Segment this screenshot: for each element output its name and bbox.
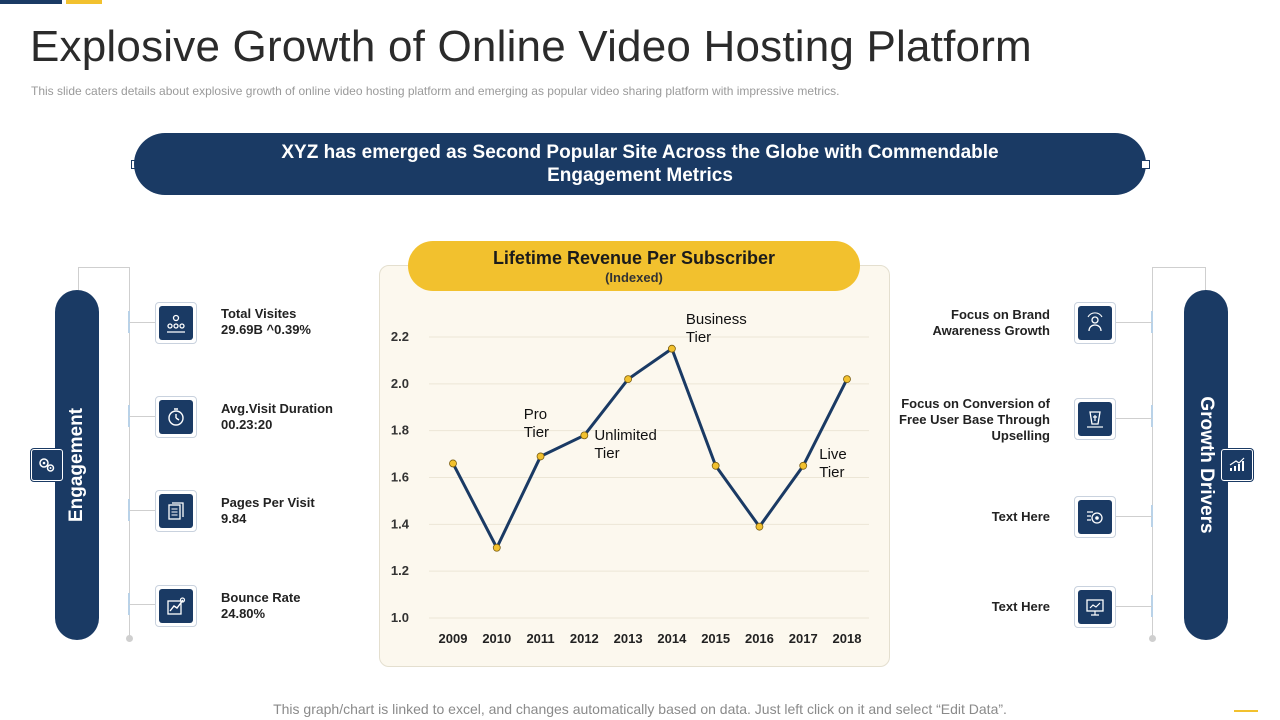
- drivers-branch: [1116, 606, 1152, 607]
- data-point: [624, 375, 633, 384]
- conversion-icon: [1074, 398, 1116, 440]
- y-tick-label: 1.6: [391, 470, 409, 485]
- bounce-rate-label: Bounce Rate: [221, 590, 301, 605]
- data-point: [711, 461, 720, 470]
- visit-duration-label: Avg.Visit Duration: [221, 401, 333, 416]
- bounce-rate-value: 24.80%: [221, 606, 266, 621]
- annotation-label: Live: [819, 446, 847, 463]
- data-point: [799, 461, 808, 470]
- banner-text: XYZ has emerged as Second Popular Site A…: [281, 142, 999, 186]
- data-point: [492, 543, 501, 552]
- brand-awareness-icon: [1074, 302, 1116, 344]
- annotation-label: Tier: [819, 464, 844, 481]
- engagement-branch: [129, 604, 155, 605]
- annotation-label: Unlimited: [594, 427, 657, 444]
- growth-drivers-pill: [1184, 290, 1228, 640]
- headline-banner: XYZ has emerged as Second Popular Site A…: [134, 133, 1146, 195]
- annotation-label: Tier: [524, 424, 549, 441]
- banner-right-dot: [1141, 160, 1150, 169]
- growth-bar-chart-icon: [1221, 449, 1253, 481]
- y-tick-label: 1.4: [391, 516, 410, 531]
- drivers-line-end: [1149, 635, 1156, 642]
- page-subtitle: This slide caters details about explosiv…: [31, 84, 840, 98]
- drivers-branch: [1116, 322, 1152, 323]
- growth-drivers-label: Growth Drivers: [1196, 396, 1217, 534]
- y-tick-label: 2.0: [391, 376, 409, 391]
- drivers-tick: [1151, 311, 1153, 333]
- y-tick-label: 1.2: [391, 563, 409, 578]
- chart-title: Lifetime Revenue Per Subscriber: [492, 248, 776, 268]
- stopwatch-icon: [155, 396, 197, 438]
- total-visits-label: Total Visites: [221, 306, 297, 321]
- driver-text-4: Text Here: [991, 599, 1050, 614]
- footer-note: This graph/chart is linked to excel, and…: [273, 701, 1007, 717]
- x-tick-label: 2011: [526, 631, 554, 646]
- x-tick-label: 2014: [657, 631, 687, 646]
- engagement-connector-top: [78, 267, 130, 268]
- annotation-label: Tier: [594, 445, 619, 462]
- people-network-icon: [155, 302, 197, 344]
- top-accent-gold: [66, 0, 102, 4]
- x-tick-label: 2009: [439, 631, 468, 646]
- engagement-vertical-line: [129, 267, 130, 638]
- growth-chart-icon: [155, 585, 197, 627]
- engagement-line-end: [126, 635, 133, 642]
- data-point: [449, 459, 457, 468]
- brand-awareness-label: Focus on Brand Awareness Growth: [932, 307, 1050, 338]
- y-tick-label: 1.0: [391, 610, 409, 625]
- driver-text-3: Text Here: [991, 509, 1050, 524]
- pages-per-visit-value: 9.84: [221, 511, 247, 526]
- gear-money-icon: [1074, 496, 1116, 538]
- annotation-label: Pro: [524, 406, 547, 423]
- x-tick-label: 2018: [833, 631, 862, 646]
- annotation-label: Tier: [686, 329, 711, 346]
- x-tick-label: 2015: [701, 631, 730, 646]
- data-point: [580, 431, 589, 440]
- conversion-label: Focus on Conversion of Free User Base Th…: [899, 396, 1050, 443]
- page-title: Explosive Growth of Online Video Hosting…: [30, 22, 1032, 71]
- drivers-connector-top: [1152, 267, 1206, 268]
- series-line: [451, 346, 849, 552]
- engagement-gears-icon: [31, 449, 63, 481]
- data-point: [667, 344, 676, 353]
- drivers-connector-drop: [1205, 267, 1206, 291]
- drivers-tick: [1151, 595, 1153, 617]
- visit-duration-value: 00.23:20: [221, 417, 273, 432]
- document-pages-icon: [155, 490, 197, 532]
- drivers-tick: [1151, 505, 1153, 527]
- drivers-branch: [1116, 418, 1152, 419]
- chart-subtitle: (Indexed): [605, 270, 663, 285]
- y-tick-label: 1.8: [391, 423, 409, 438]
- engagement-branch: [129, 416, 155, 417]
- data-point: [755, 522, 764, 531]
- top-accent-navy: [0, 0, 62, 4]
- x-tick-label: 2010: [482, 631, 511, 646]
- drivers-vertical-line: [1152, 267, 1153, 638]
- revenue-line-chart: 1.0 1.2 1.4 1.6 1.8 2.0 2.2 2009 2010 2011 2012 201…: [391, 311, 869, 646]
- data-point: [536, 452, 545, 461]
- annotation-label: Business: [686, 311, 747, 328]
- engagement-branch: [129, 510, 155, 511]
- footer-accent-line: [1234, 710, 1258, 712]
- x-tick-label: 2017: [789, 631, 818, 646]
- presentation-icon: [1074, 586, 1116, 628]
- pages-per-visit-label: Pages Per Visit: [221, 495, 315, 510]
- engagement-connector-drop: [78, 267, 79, 291]
- engagement-branch: [129, 322, 155, 323]
- engagement-label: Engagement: [66, 407, 87, 523]
- chart-header: Lifetime Revenue Per Subscriber (Indexed…: [408, 241, 860, 291]
- x-tick-label: 2013: [614, 631, 643, 646]
- x-tick-label: 2016: [745, 631, 774, 646]
- drivers-branch: [1116, 516, 1152, 517]
- total-visits-value: 29.69B ^0.39%: [221, 322, 311, 337]
- data-point: [843, 375, 851, 384]
- x-tick-label: 2012: [570, 631, 599, 646]
- drivers-tick: [1151, 405, 1153, 427]
- y-tick-label: 2.2: [391, 329, 409, 344]
